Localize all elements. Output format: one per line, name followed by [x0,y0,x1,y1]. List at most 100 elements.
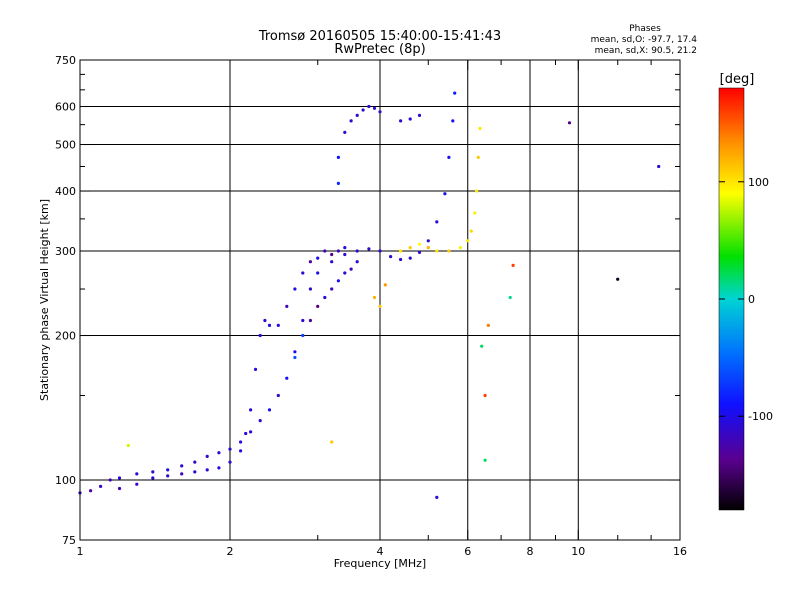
chart-title: Tromsø 20160505 15:40:00-15:41:43 [258,29,501,44]
data-point [367,247,371,251]
data-point [180,472,184,476]
x-axis-label: Frequency [MHz] [334,557,426,570]
y-axis-label: Stationary phase Virtual Height [km] [38,199,51,401]
x-tick-label: 8 [527,545,534,558]
data-point [447,249,451,253]
data-point [343,252,347,257]
data-point [343,271,347,275]
data-point [483,458,487,462]
data-point [193,460,197,464]
data-point [336,279,340,283]
annotation-title: Phases [629,24,661,34]
data-point [336,181,340,185]
data-point [301,333,305,338]
data-point [451,119,455,123]
x-tick-label: 4 [377,545,384,558]
data-point [399,119,403,123]
data-point [343,246,347,250]
data-point [285,376,289,380]
data-point [361,108,365,112]
data-point [316,271,320,275]
data-point [330,260,334,264]
data-point [301,318,305,323]
annotation-x: mean, sd,X: 90.5, 21.2 [595,46,697,56]
data-point [285,304,289,308]
data-point [316,304,320,308]
data-point [316,256,320,260]
data-point [308,287,312,291]
data-point [435,495,439,499]
y-tick-label: 400 [55,185,76,198]
data-point [228,447,232,451]
data-point [205,468,209,472]
data-point [408,256,412,260]
data-point [99,484,103,488]
data-point [466,239,470,243]
data-point [408,117,412,121]
data-point [355,113,359,117]
colorbar-label: [deg] [720,72,755,87]
data-point [151,470,155,474]
colorbar-tick-label: 100 [748,176,769,189]
data-point [253,367,258,371]
y-tick-label: 200 [55,330,76,343]
data-point [426,239,430,243]
data-point [378,249,382,253]
data-point [349,119,353,123]
data-point [453,91,457,95]
data-point [447,155,451,159]
y-axis: 75 100 200 300 400 500 600 750 [55,54,680,547]
data-point [293,350,297,354]
data-point [355,249,359,253]
data-point [239,449,243,453]
data-point [478,126,482,131]
data-point [657,164,661,169]
data-point [323,295,327,300]
y-tick-label: 100 [55,474,76,487]
data-point [228,460,232,464]
y-tick-label: 300 [55,245,76,258]
grid [80,60,680,540]
data-point [323,249,327,253]
annotation-o: mean, sd,O: -97.7, 17.4 [591,35,698,45]
data-point [301,271,305,275]
y-tick-label: 500 [55,139,76,152]
x-tick-label: 1 [77,545,84,558]
data-point [205,454,209,458]
data-point [217,466,221,470]
data-point [117,476,122,480]
data-point [417,242,422,246]
data-point [469,229,473,233]
data-point [443,192,447,196]
data-point [276,393,280,398]
data-point [417,113,422,117]
data-point [267,323,272,327]
data-point [308,318,312,323]
data-point [458,246,462,250]
data-point [508,295,512,300]
data-point [263,318,267,323]
data-point [435,249,439,253]
data-point [239,440,243,444]
data-point [399,249,403,253]
data-point [217,451,221,455]
data-point [426,246,430,250]
data-point [330,287,334,291]
data-point [355,260,359,264]
data-point [249,408,253,412]
data-point [480,344,484,348]
colorbar-ticks: 100 0 -100 [719,176,773,423]
colorbar-tick-label: 0 [748,293,755,306]
x-tick-label: 16 [673,545,687,558]
data-point [378,304,382,308]
data-point [372,295,377,300]
data-point [336,155,340,159]
data-point [258,419,262,423]
data-point [616,277,620,281]
data-point [435,220,439,224]
data-point [367,104,371,109]
data-point [180,464,184,468]
data-point [308,260,312,264]
chart-subtitle: RwPretec (8p) [334,42,425,57]
data-point [511,263,515,267]
